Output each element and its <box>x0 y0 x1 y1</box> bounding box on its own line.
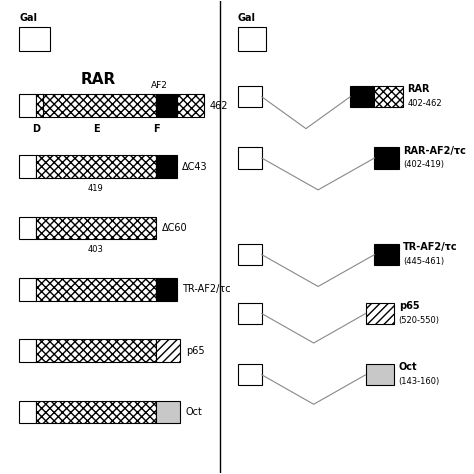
Bar <box>36 94 156 117</box>
Bar <box>36 401 156 423</box>
Bar <box>19 155 36 178</box>
Text: 402-462: 402-462 <box>408 99 442 108</box>
Text: D: D <box>32 124 40 134</box>
Text: (143-160): (143-160) <box>399 377 440 386</box>
Bar <box>374 244 399 265</box>
Text: F: F <box>153 124 160 134</box>
Bar <box>365 303 394 324</box>
Bar <box>156 94 177 117</box>
Bar <box>237 86 262 108</box>
Bar <box>19 339 36 362</box>
Bar <box>156 155 177 178</box>
Bar <box>36 155 156 178</box>
Text: 462: 462 <box>210 100 228 110</box>
Text: p65: p65 <box>399 301 419 311</box>
Bar <box>177 94 204 117</box>
Bar <box>156 278 177 301</box>
Bar <box>19 27 50 51</box>
Bar <box>36 217 156 239</box>
Bar <box>156 401 180 423</box>
Bar <box>36 339 156 362</box>
Text: p65: p65 <box>186 346 204 356</box>
Text: 419: 419 <box>88 184 104 193</box>
Bar <box>36 278 156 301</box>
Text: (445-461): (445-461) <box>403 257 444 266</box>
Bar <box>237 244 262 265</box>
Text: E: E <box>93 124 99 134</box>
Bar <box>156 339 180 362</box>
Text: ΔC43: ΔC43 <box>182 162 208 172</box>
Text: RAR-AF2/τc: RAR-AF2/τc <box>403 146 466 156</box>
Bar <box>237 364 262 385</box>
Text: TR-AF2/τc: TR-AF2/τc <box>182 284 230 294</box>
Text: TR-AF2/τc: TR-AF2/τc <box>403 242 458 252</box>
Bar <box>374 86 403 108</box>
Bar <box>19 401 36 423</box>
Bar <box>19 94 36 117</box>
Bar <box>19 278 36 301</box>
Bar <box>237 27 266 51</box>
Text: (520-550): (520-550) <box>399 316 440 325</box>
Bar <box>374 147 399 169</box>
Text: Oct: Oct <box>186 407 202 417</box>
Text: RAR: RAR <box>408 84 430 94</box>
Bar <box>19 217 36 239</box>
Text: RAR: RAR <box>81 72 116 87</box>
Text: (402-419): (402-419) <box>403 160 444 169</box>
Bar <box>237 303 262 324</box>
Text: Oct: Oct <box>399 363 417 373</box>
Text: ΔC60: ΔC60 <box>162 223 187 233</box>
Text: Gal: Gal <box>19 13 37 23</box>
Bar <box>350 86 374 108</box>
Bar <box>365 364 394 385</box>
Bar <box>237 147 262 169</box>
Text: Gal: Gal <box>237 13 255 23</box>
Text: 403: 403 <box>88 245 104 254</box>
Text: AF2: AF2 <box>151 82 168 91</box>
